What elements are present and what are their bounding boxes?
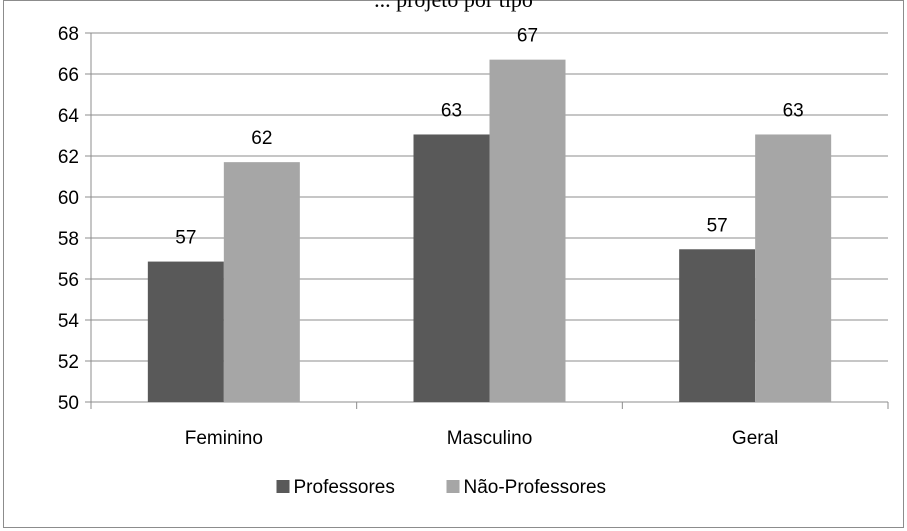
data-label: 63 [783, 100, 804, 121]
legend-swatch [276, 480, 290, 493]
bar [147, 261, 224, 402]
chart-title: ... projeto por tipo [0, 0, 907, 13]
data-label: 67 [517, 26, 538, 47]
bar [413, 134, 490, 402]
data-label: 57 [175, 228, 196, 249]
y-tick-label: 52 [58, 352, 79, 373]
x-category-label: Masculino [447, 428, 533, 449]
bar [679, 249, 756, 402]
y-tick-label: 50 [58, 393, 79, 414]
y-tick-label: 60 [58, 188, 79, 209]
data-label: 63 [441, 100, 462, 121]
x-category-label: Geral [732, 428, 778, 449]
legend-label: Professores [294, 477, 395, 498]
data-label: 62 [251, 128, 272, 149]
y-tick-label: 66 [58, 65, 79, 86]
data-label: 57 [707, 215, 728, 236]
legend-swatch [446, 480, 460, 493]
y-tick-label: 56 [58, 270, 79, 291]
y-tick-label: 54 [58, 311, 80, 332]
y-tick-label: 62 [58, 147, 79, 168]
bar [223, 162, 300, 402]
bar [489, 59, 566, 403]
y-tick-label: 58 [58, 229, 79, 250]
y-tick-label: 64 [58, 106, 80, 127]
bar [755, 134, 832, 402]
y-tick-label: 68 [58, 24, 79, 45]
legend-label: Não-Professores [464, 477, 607, 498]
x-category-label: Feminino [185, 428, 263, 449]
